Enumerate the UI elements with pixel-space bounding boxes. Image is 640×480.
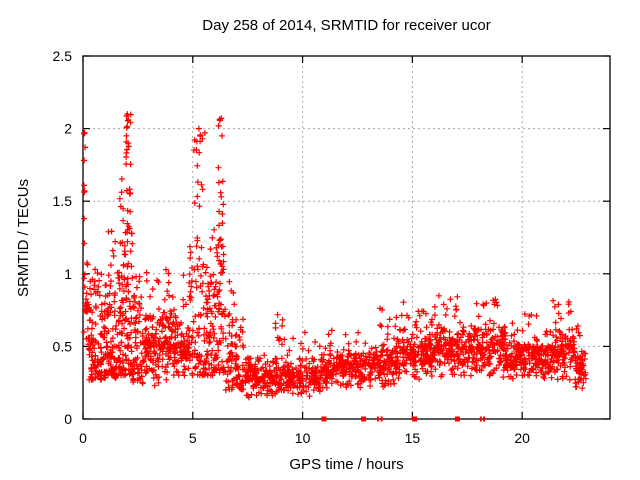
- axis-ticks: [82, 55, 610, 420]
- svg-text:0: 0: [64, 411, 72, 427]
- x-axis-title: GPS time / hours: [289, 456, 404, 473]
- svg-text:5: 5: [189, 430, 197, 446]
- plot-border: [82, 55, 611, 420]
- scatter-points: [80, 111, 589, 401]
- svg-text:15: 15: [405, 430, 421, 446]
- svg-text:2.5: 2.5: [53, 48, 73, 64]
- grid-lines: [83, 56, 610, 419]
- zero-flag-squares: [321, 416, 485, 422]
- svg-text:2: 2: [64, 121, 72, 137]
- svg-text:1: 1: [64, 266, 72, 282]
- svg-text:0: 0: [79, 430, 87, 446]
- y-axis-title: SRMTID / TECUs: [15, 178, 32, 298]
- y-tick-labels: 0 0.5 1 1.5 2 2.5: [53, 48, 73, 427]
- svg-text:0.5: 0.5: [53, 338, 73, 354]
- x-tick-labels: 0 5 10 15 20: [79, 430, 530, 446]
- svg-text:20: 20: [514, 430, 530, 446]
- svg-text:1.5: 1.5: [53, 193, 73, 209]
- svg-text:10: 10: [295, 430, 311, 446]
- chart-title: Day 258 of 2014, SRMTID for receiver uco…: [202, 17, 491, 34]
